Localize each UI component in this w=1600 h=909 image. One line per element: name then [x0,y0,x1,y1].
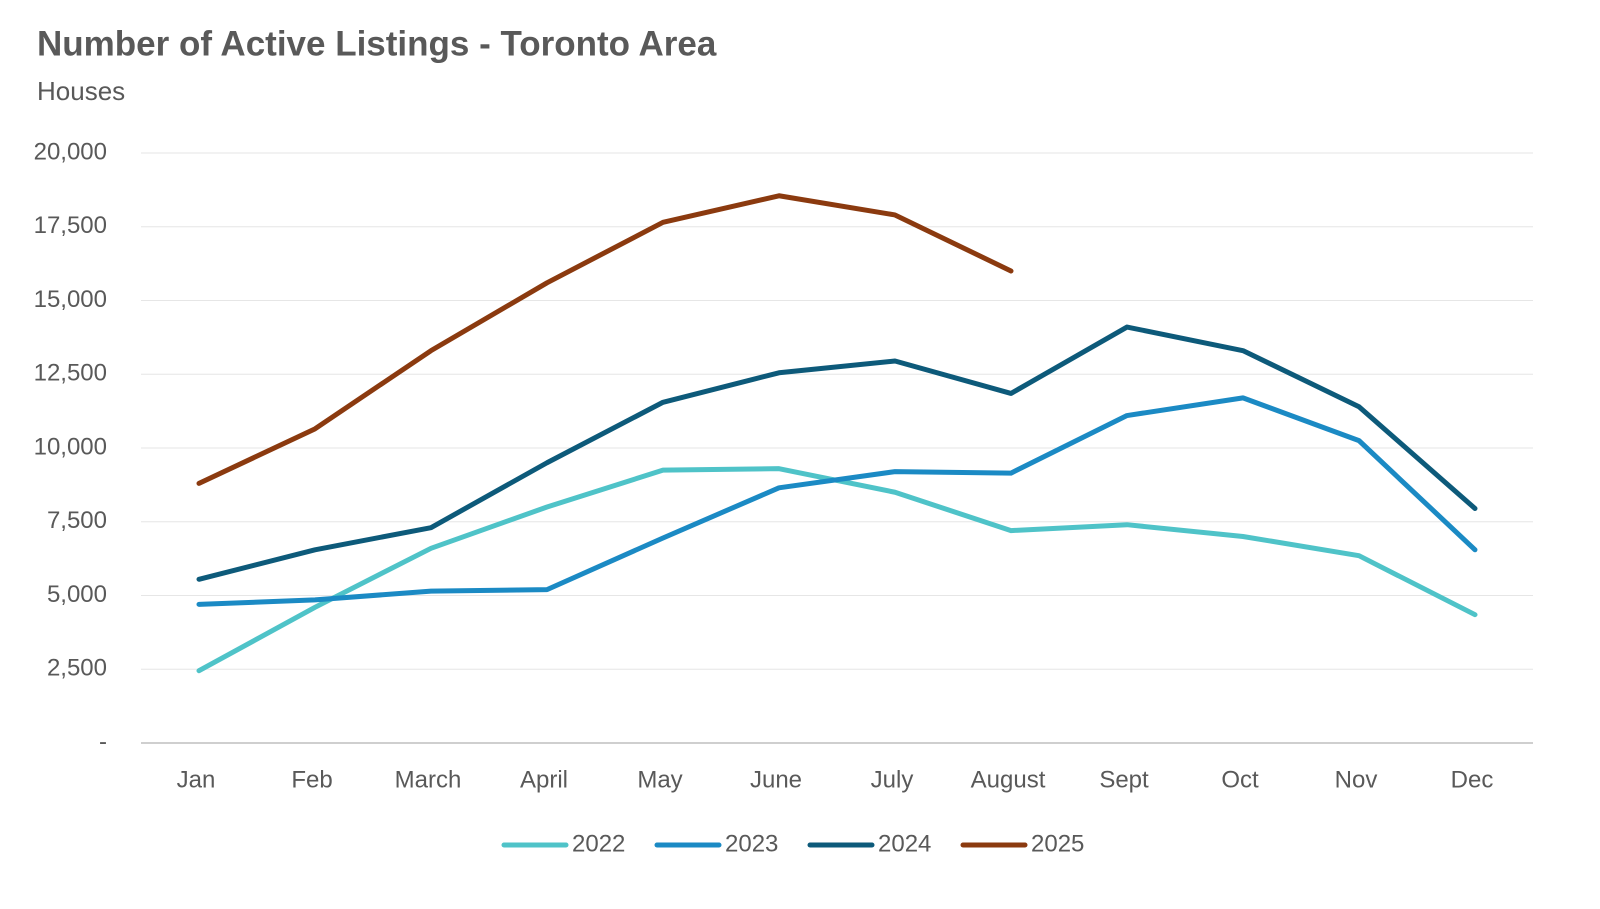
x-tick-label: Sept [1099,766,1149,793]
series-line [196,193,1014,486]
x-tick-label: Nov [1335,766,1378,793]
y-tick-label: - [99,728,107,755]
legend-label: 2025 [1031,830,1084,857]
y-tick-label: 5,000 [47,581,107,608]
chart-title: Number of Active Listings - Toronto Area [37,24,717,63]
legend-label: 2023 [725,830,778,857]
x-tick-label: Feb [291,766,332,793]
x-tick-label: August [971,766,1046,793]
series-line [196,466,1478,674]
legend-label: 2022 [572,830,625,857]
y-tick-label: 17,500 [34,212,107,239]
y-tick-label: 15,000 [34,286,107,313]
x-tick-label: Dec [1451,766,1494,793]
chart-subtitle: Houses [37,76,125,106]
y-tick-label: 12,500 [34,360,107,387]
x-tick-label: June [750,766,802,793]
x-tick-label: March [395,766,462,793]
x-tick-label: May [637,766,682,793]
series-line [196,395,1478,607]
y-tick-label: 10,000 [34,433,107,460]
y-tick-label: 2,500 [47,655,107,682]
y-tick-label: 20,000 [34,138,107,165]
x-tick-label: July [871,766,914,793]
x-tick-label: Jan [177,766,216,793]
x-tick-label: April [520,766,568,793]
legend-label: 2024 [878,830,931,857]
x-tick-label: Oct [1221,766,1259,793]
series-line [196,324,1478,582]
y-tick-label: 7,500 [47,507,107,534]
